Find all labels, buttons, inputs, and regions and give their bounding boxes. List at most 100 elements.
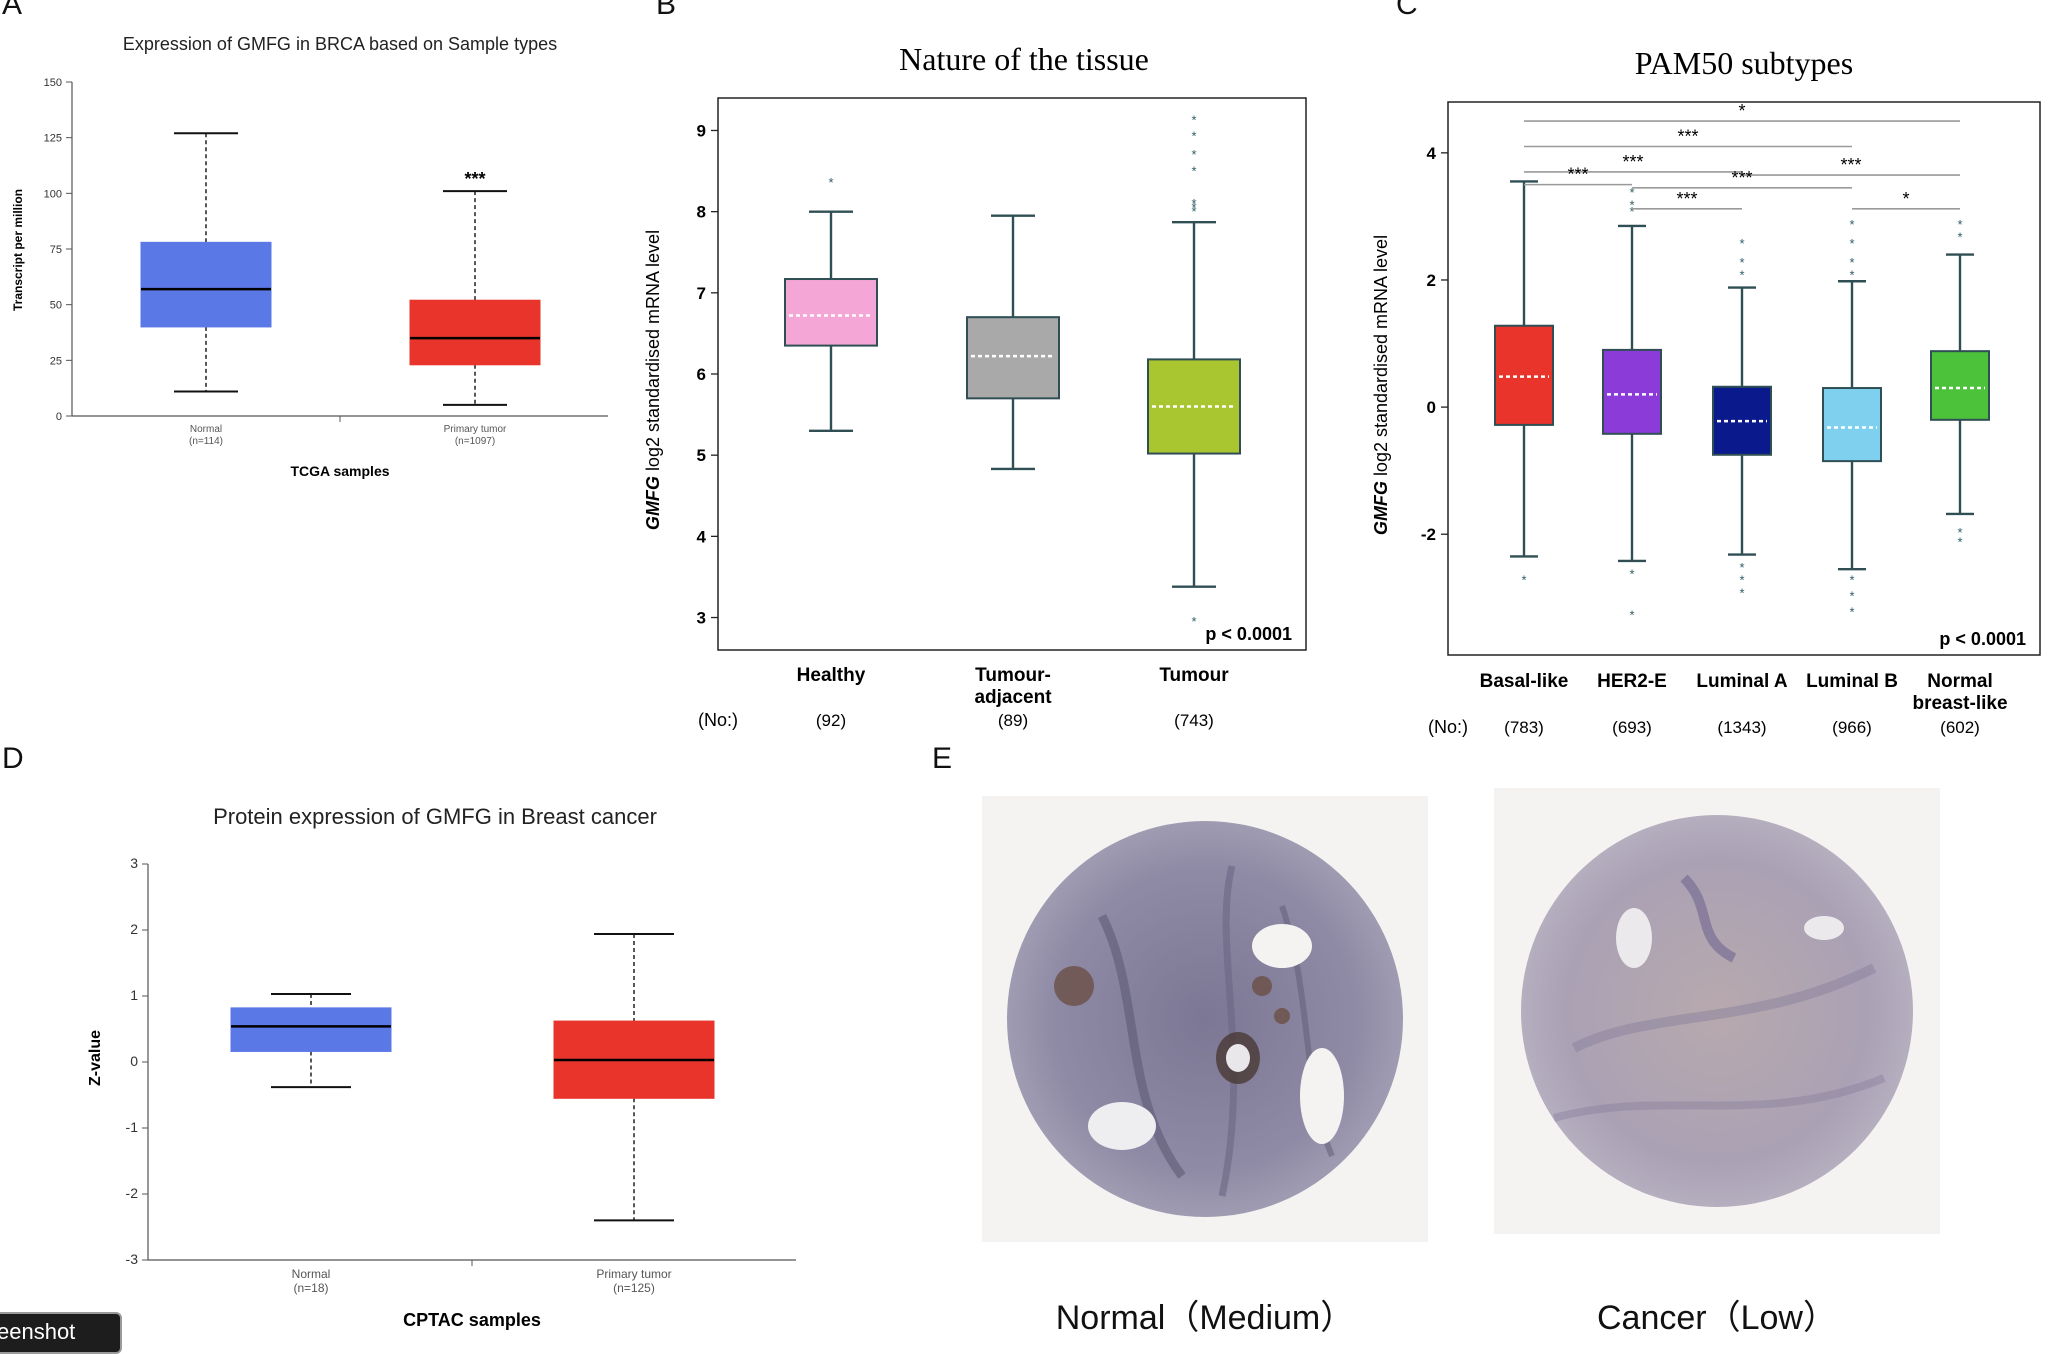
- comparison-significance: ***: [1677, 126, 1698, 146]
- category-label: Tumour-: [975, 665, 1051, 686]
- outlier-point: *: [1849, 268, 1854, 283]
- category-label: Normal: [1927, 671, 1992, 692]
- box-1: [966, 316, 1060, 400]
- chart-b-tissue-nature: Nature of the tissue GMFG log2 standardi…: [643, 41, 1307, 730]
- outlier-point: *: [1849, 217, 1854, 232]
- outlier-point: *: [1957, 525, 1962, 540]
- panel-letter-a: A: [2, 0, 23, 21]
- outlier-point: *: [1629, 198, 1634, 213]
- outlier-point: *: [1191, 163, 1196, 178]
- category-count: (92): [816, 711, 846, 730]
- category-count: (n=1097): [455, 436, 495, 447]
- outlier-point: *: [1849, 573, 1854, 588]
- outlier-point: *: [1629, 204, 1634, 219]
- y-tick-label: 100: [44, 188, 62, 200]
- outlier-point: *: [1739, 573, 1744, 588]
- category-label-line2: adjacent: [974, 687, 1052, 708]
- outlier-point: *: [1739, 268, 1744, 283]
- y-tick-label: 5: [697, 446, 706, 465]
- outlier-point: *: [1849, 589, 1854, 604]
- outlier-point: *: [1957, 535, 1962, 550]
- box-0: [784, 278, 878, 347]
- category-label: Healthy: [797, 665, 866, 686]
- y-tick-label: 75: [50, 244, 62, 256]
- panel-letter-d: D: [2, 742, 24, 775]
- chart-a-title: Expression of GMFG in BRCA based on Samp…: [123, 34, 557, 54]
- box-4: [1930, 350, 1990, 421]
- y-tick-label: 150: [44, 77, 62, 89]
- y-tick-label: 0: [56, 411, 62, 423]
- normal-tissue-image: [982, 796, 1428, 1242]
- chart-c-count-label: (No:): [1428, 717, 1468, 737]
- category-label: Luminal B: [1806, 671, 1898, 692]
- category-count: (783): [1504, 718, 1544, 737]
- outlier-point: *: [1521, 573, 1526, 588]
- outlier-point: *: [1739, 560, 1744, 575]
- category-label: Primary tumor: [596, 1267, 671, 1281]
- outlier-point: *: [1629, 608, 1634, 623]
- chart-d-ylabel: Z-value: [87, 1030, 104, 1086]
- outlier-point: *: [1739, 585, 1744, 600]
- p-value: p < 0.0001: [1205, 624, 1292, 644]
- y-tick-label: 6: [697, 365, 706, 384]
- significance-marker: ***: [464, 169, 485, 189]
- chart-c-pam50: PAM50 subtypes GMFG log2 standardised mR…: [1371, 45, 2041, 737]
- y-tick-label: 8: [697, 203, 706, 222]
- y-tick-label: -2: [1421, 525, 1436, 544]
- y-tick-label: 3: [697, 609, 706, 628]
- category-label: Primary tumor: [444, 424, 507, 435]
- outlier-point: *: [1849, 255, 1854, 270]
- y-tick-label: 4: [697, 527, 707, 546]
- chart-b-title: Nature of the tissue: [899, 41, 1149, 77]
- y-tick-label: -2: [126, 1185, 139, 1201]
- category-label-line2: breast-like: [1912, 693, 2007, 714]
- comparison-significance: *: [1738, 101, 1745, 121]
- chart-a-tcga-expression: Expression of GMFG in BRCA based on Samp…: [11, 34, 608, 479]
- y-tick-label: 3: [130, 855, 138, 871]
- screenshot-button[interactable]: Screenshot: [0, 1312, 122, 1354]
- chart-b-ylabel-rest: log2 standardised mRNA level: [643, 230, 663, 476]
- outlier-point: *: [1629, 566, 1634, 581]
- comparison-significance: ***: [1567, 165, 1588, 185]
- box-1: [409, 299, 541, 366]
- chart-b-plot: 3 4 5 6 7 8 9 p < 0.0001 * Healthy (92) Tumour-adja…: [697, 97, 1307, 730]
- category-count: (1343): [1717, 718, 1766, 737]
- outlier-point: *: [1849, 236, 1854, 251]
- box-1: [1602, 348, 1662, 435]
- normal-tissue-illustration: [982, 796, 1428, 1242]
- y-tick-label: 4: [1427, 144, 1437, 163]
- plot-frame: [1447, 101, 2041, 656]
- panel-letter-e: E: [932, 742, 953, 775]
- chart-a-ylabel: Transcript per million: [11, 189, 25, 311]
- outlier-point: *: [1191, 112, 1196, 127]
- normal-tissue-caption: Normal（Medium）: [1055, 1299, 1355, 1337]
- box-0: [1494, 324, 1554, 426]
- y-tick-label: 0: [130, 1053, 138, 1069]
- outlier-point: *: [1191, 196, 1196, 211]
- chart-d-title: Protein expression of GMFG in Breast can…: [213, 804, 657, 829]
- chart-b-count-label: (No:): [698, 710, 738, 730]
- cancer-tissue-illustration: [1494, 788, 1940, 1234]
- category-count: (966): [1832, 718, 1872, 737]
- y-tick-label: 1: [130, 987, 138, 1003]
- comparison-significance: ***: [1676, 189, 1697, 209]
- comparison-significance: ***: [1622, 152, 1643, 172]
- y-tick-label: 2: [1427, 271, 1436, 290]
- y-tick-label: 7: [697, 284, 706, 303]
- outlier-point: *: [1191, 129, 1196, 144]
- chart-c-ylabel: GMFG log2 standardised mRNA level: [1371, 235, 1391, 535]
- cancer-tissue-image: [1494, 788, 1940, 1234]
- outlier-point: *: [1739, 255, 1744, 270]
- y-tick-label: 50: [50, 300, 62, 312]
- box-0: [140, 241, 272, 328]
- panel-letter-b: B: [656, 0, 677, 21]
- comparison-significance: ***: [1731, 168, 1752, 188]
- chart-c-title: PAM50 subtypes: [1635, 45, 1853, 81]
- panel-letter-c: C: [1396, 0, 1418, 21]
- outlier-point: *: [1739, 236, 1744, 251]
- y-tick-label: 25: [50, 355, 62, 367]
- box-3: [1822, 387, 1882, 463]
- outlier-point: *: [1191, 204, 1196, 219]
- outlier-point: *: [1191, 200, 1196, 215]
